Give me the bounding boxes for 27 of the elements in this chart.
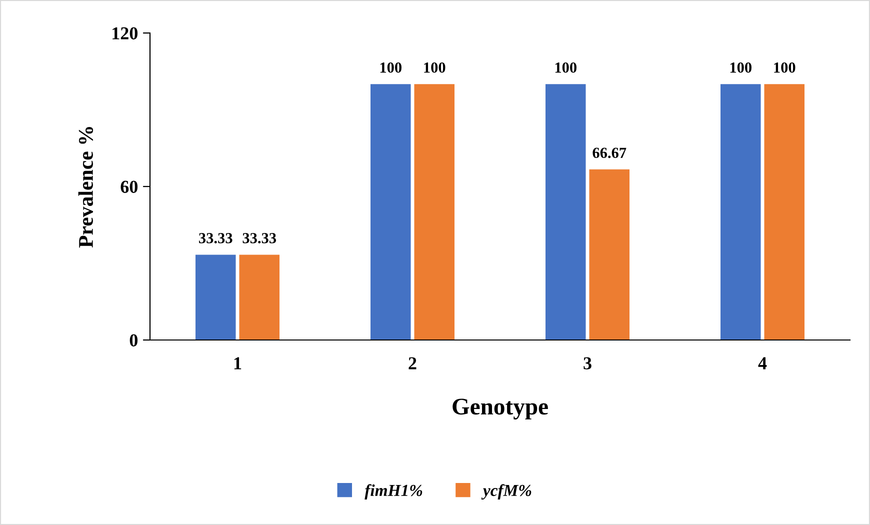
y-tick-label: 120 (112, 27, 138, 40)
bar (589, 169, 630, 340)
bar (546, 84, 586, 340)
x-axis-title: Genotype (452, 398, 548, 420)
x-tick-label: 4 (758, 357, 767, 370)
legend-label: fimH1% (364, 484, 422, 500)
legend-label: ycfM% (481, 484, 532, 500)
bar (370, 84, 411, 340)
x-tick-label: 1 (234, 357, 242, 370)
data-label: 33.33 (199, 233, 232, 244)
data-label: 100 (380, 62, 402, 73)
bar (196, 254, 236, 340)
data-label: 100 (730, 62, 752, 73)
x-tick-label: 3 (584, 357, 592, 370)
data-label: 33.33 (242, 233, 276, 244)
bar (414, 84, 454, 340)
x-tick-label: 2 (408, 357, 416, 370)
data-label: 100 (555, 62, 576, 73)
data-label: 66.67 (592, 148, 626, 158)
y-tick-label: 0 (130, 334, 138, 346)
y-tick-label: 60 (120, 180, 138, 193)
bar (239, 254, 280, 340)
data-label: 100 (774, 62, 796, 73)
data-label: 100 (424, 62, 446, 73)
y-axis-title: Prevalence % (78, 127, 94, 248)
bar (720, 84, 761, 340)
bar (764, 84, 804, 340)
